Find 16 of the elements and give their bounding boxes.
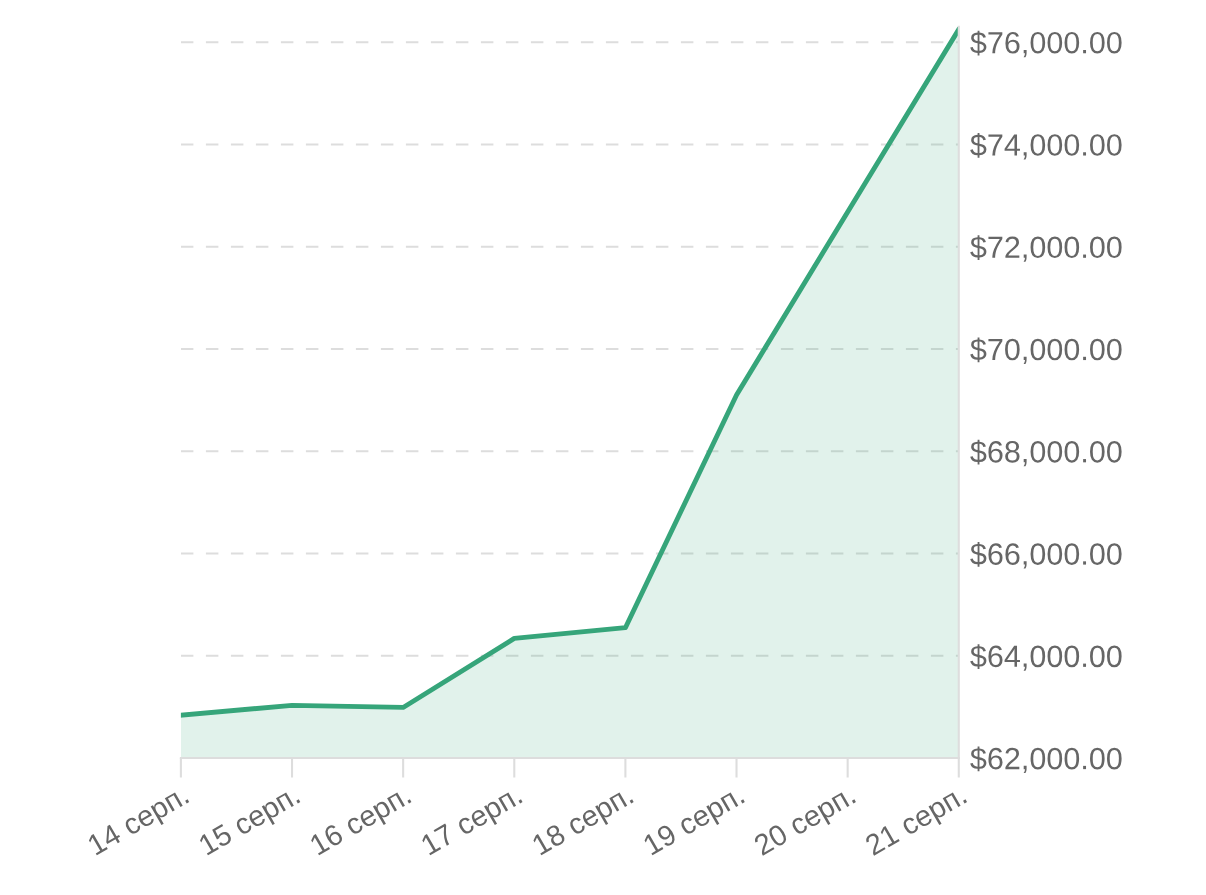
y-tick-label: $68,000.00 — [970, 439, 1122, 467]
y-tick-label: $66,000.00 — [970, 541, 1122, 569]
y-tick-label: $72,000.00 — [970, 235, 1122, 262]
y-tick-label: $64,000.00 — [970, 644, 1122, 671]
x-tick-label: 16 серп. — [308, 784, 415, 861]
x-tick-label: 17 серп. — [420, 784, 526, 861]
x-tick-label: 14 серп. — [86, 784, 193, 861]
x-tick-label: 18 серп. — [531, 784, 637, 861]
y-tick-label: $70,000.00 — [970, 337, 1122, 364]
x-tick-label: 15 серп. — [197, 784, 304, 861]
y-tick-label: $74,000.00 — [970, 132, 1122, 160]
x-tick-label: 19 серп. — [642, 784, 748, 861]
y-tick-label: $76,000.00 — [970, 30, 1122, 58]
x-tick-label: 21 серп. — [863, 784, 971, 861]
x-tick-label: 20 серп. — [752, 784, 859, 861]
y-tick-label: $62,000.00 — [970, 746, 1122, 774]
